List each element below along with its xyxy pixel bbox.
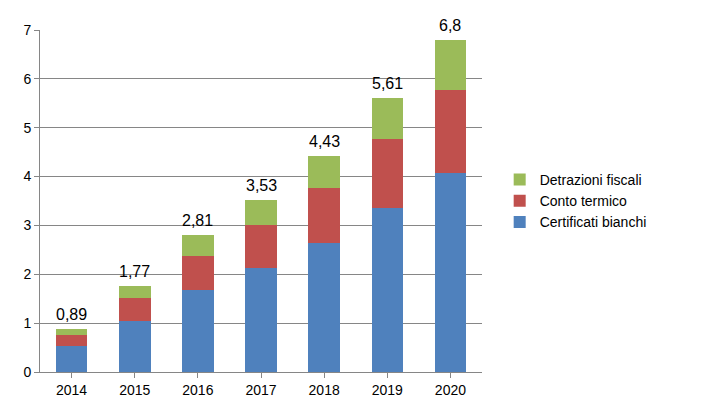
svg-text:0,89: 0,89 (56, 306, 87, 323)
svg-text:2014: 2014 (56, 382, 87, 398)
svg-text:Conto termico: Conto termico (540, 193, 627, 209)
svg-text:3,53: 3,53 (246, 177, 277, 194)
svg-text:2019: 2019 (372, 382, 403, 398)
svg-text:4,43: 4,43 (309, 133, 340, 150)
svg-text:2017: 2017 (245, 382, 276, 398)
svg-text:2,81: 2,81 (182, 212, 213, 229)
svg-text:3: 3 (23, 217, 31, 233)
svg-text:6,8: 6,8 (439, 17, 461, 34)
svg-text:2: 2 (23, 266, 31, 282)
svg-text:1: 1 (23, 315, 31, 331)
svg-text:1,77: 1,77 (119, 263, 150, 280)
svg-text:2015: 2015 (119, 382, 150, 398)
svg-text:6: 6 (23, 71, 31, 87)
svg-text:Detrazioni fiscali: Detrazioni fiscali (540, 172, 642, 188)
svg-text:2020: 2020 (435, 382, 466, 398)
svg-text:7: 7 (23, 22, 31, 38)
svg-text:Certificati bianchi: Certificati bianchi (540, 214, 647, 230)
svg-text:5,61: 5,61 (372, 75, 403, 92)
svg-text:2016: 2016 (182, 382, 213, 398)
svg-text:4: 4 (23, 168, 31, 184)
svg-text:2018: 2018 (309, 382, 340, 398)
svg-text:0: 0 (23, 364, 31, 380)
svg-text:5: 5 (23, 120, 31, 136)
